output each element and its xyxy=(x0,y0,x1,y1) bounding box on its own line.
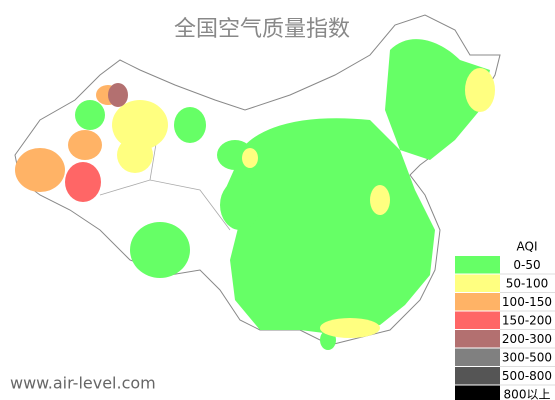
legend-swatch xyxy=(455,367,500,385)
legend-label: 50-100 xyxy=(506,276,549,290)
legend-label: 100-150 xyxy=(502,295,552,309)
legend-swatch xyxy=(455,348,500,366)
map-title: 全国空气质量指数 xyxy=(174,17,350,42)
legend-label: 300-500 xyxy=(502,350,552,364)
legend-swatch xyxy=(455,293,500,311)
legend-label: 200-300 xyxy=(502,332,552,346)
legend-title: AQI xyxy=(517,240,538,254)
legend-swatch xyxy=(455,274,500,292)
aqi-areas xyxy=(15,39,495,350)
legend-label: 500-800 xyxy=(502,369,552,383)
legend-swatch xyxy=(455,330,500,348)
legend: AQI 0-50 50-100 100-150 150-200 200-300 300-5… xyxy=(455,236,555,400)
legend-label: 150-200 xyxy=(502,313,552,327)
legend-swatch xyxy=(455,385,500,400)
watermark: www.air-level.com xyxy=(10,374,156,393)
legend-swatch xyxy=(455,256,500,274)
legend-label: 0-50 xyxy=(513,258,540,272)
legend-swatch xyxy=(455,311,500,329)
legend-label: 800以上 xyxy=(504,387,551,400)
